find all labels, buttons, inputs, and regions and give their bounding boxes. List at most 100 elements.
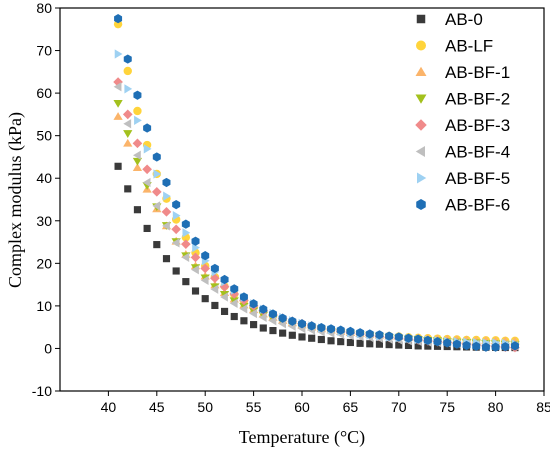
x-tick-label: 50 (197, 399, 213, 415)
data-point (346, 326, 355, 337)
data-point (268, 316, 277, 326)
data-point (288, 316, 297, 326)
data-point (297, 319, 307, 329)
data-point (114, 162, 122, 170)
data-point (123, 119, 132, 129)
data-point (132, 138, 143, 149)
data-point (366, 340, 374, 348)
data-point (191, 287, 200, 295)
data-point (123, 138, 133, 147)
data-point (153, 169, 162, 179)
data-point (123, 54, 132, 64)
data-point (424, 342, 432, 350)
y-tick-label: 0 (44, 340, 52, 356)
data-point (143, 144, 152, 154)
data-point (123, 130, 133, 138)
data-point (288, 331, 296, 339)
legend-label: AB-BF-4 (445, 143, 510, 162)
x-tick-label: 65 (343, 399, 359, 415)
data-point (414, 334, 423, 344)
legend-marker (415, 146, 425, 157)
data-point (181, 239, 191, 250)
data-point (153, 241, 161, 249)
data-point (433, 337, 442, 347)
legend-marker (415, 119, 427, 131)
data-point (113, 99, 123, 108)
data-point (337, 338, 345, 346)
data-point (385, 341, 393, 349)
x-tick-label: 45 (149, 399, 165, 415)
data-point (239, 304, 248, 314)
x-tick-label: 40 (101, 399, 117, 415)
data-point (122, 109, 133, 120)
data-point (181, 252, 190, 262)
y-tick-label: 40 (36, 170, 52, 186)
data-point (133, 206, 142, 214)
data-point (201, 251, 210, 261)
data-point (259, 304, 268, 314)
data-point (151, 187, 162, 197)
data-point (278, 313, 287, 323)
data-point (298, 333, 306, 341)
data-point (510, 341, 519, 351)
data-point (239, 292, 248, 302)
data-point (132, 163, 143, 171)
data-point (404, 341, 413, 350)
data-point (134, 115, 142, 125)
y-tick-label: 70 (36, 43, 52, 59)
data-point (190, 252, 201, 263)
legend-label: AB-BF-2 (445, 90, 510, 109)
data-point (133, 106, 142, 116)
data-point (161, 207, 172, 217)
y-tick-label: 30 (36, 213, 52, 229)
data-point (327, 324, 336, 334)
data-point (462, 340, 471, 351)
legend-label: AB-0 (445, 10, 483, 29)
legend-marker (416, 199, 426, 210)
data-point (501, 342, 510, 352)
data-point (191, 236, 200, 246)
legend: AB-0 AB-LF AB-BF-1 AB-BF-2 AB-BF-3 AB-BF-4 AB-… (415, 10, 510, 215)
data-point (394, 332, 403, 342)
data-point (327, 337, 335, 345)
data-point (307, 321, 316, 331)
data-point (113, 82, 122, 92)
data-point (220, 307, 229, 315)
data-point (220, 292, 228, 302)
x-tick-label: 70 (391, 399, 407, 415)
data-point (162, 255, 171, 263)
data-point (385, 331, 394, 341)
legend-label: AB-LF (445, 37, 493, 56)
y-tick-label: -10 (32, 383, 52, 399)
y-axis-title: Complex modulus (kPa) (5, 112, 26, 288)
data-point (229, 298, 238, 308)
data-point (249, 308, 257, 319)
data-point (317, 335, 325, 344)
legend-label: AB-BF-6 (445, 196, 510, 215)
legend-marker (415, 94, 427, 104)
data-point (142, 164, 152, 175)
legend-label: AB-BF-5 (445, 169, 510, 188)
legend-label: AB-BF-1 (445, 63, 510, 82)
data-point (162, 221, 170, 231)
data-point (123, 66, 132, 76)
legend-marker (416, 14, 426, 24)
data-point (142, 177, 151, 188)
legend-marker (415, 66, 427, 76)
data-point (192, 242, 200, 253)
data-point (365, 329, 374, 339)
data-point (152, 152, 161, 162)
data-point (491, 342, 500, 352)
legend-marker (416, 40, 426, 51)
data-point (124, 84, 133, 94)
x-tick-label: 60 (294, 399, 310, 415)
data-point (124, 185, 132, 193)
data-point (346, 338, 354, 347)
data-point (171, 238, 180, 248)
x-axis-ticks: 40 45 50 55 60 65 70 75 80 85 (101, 391, 550, 415)
data-point (210, 284, 219, 294)
data-point (356, 328, 365, 338)
data-point (181, 219, 190, 229)
data-point (163, 191, 171, 201)
data-point (171, 224, 181, 235)
